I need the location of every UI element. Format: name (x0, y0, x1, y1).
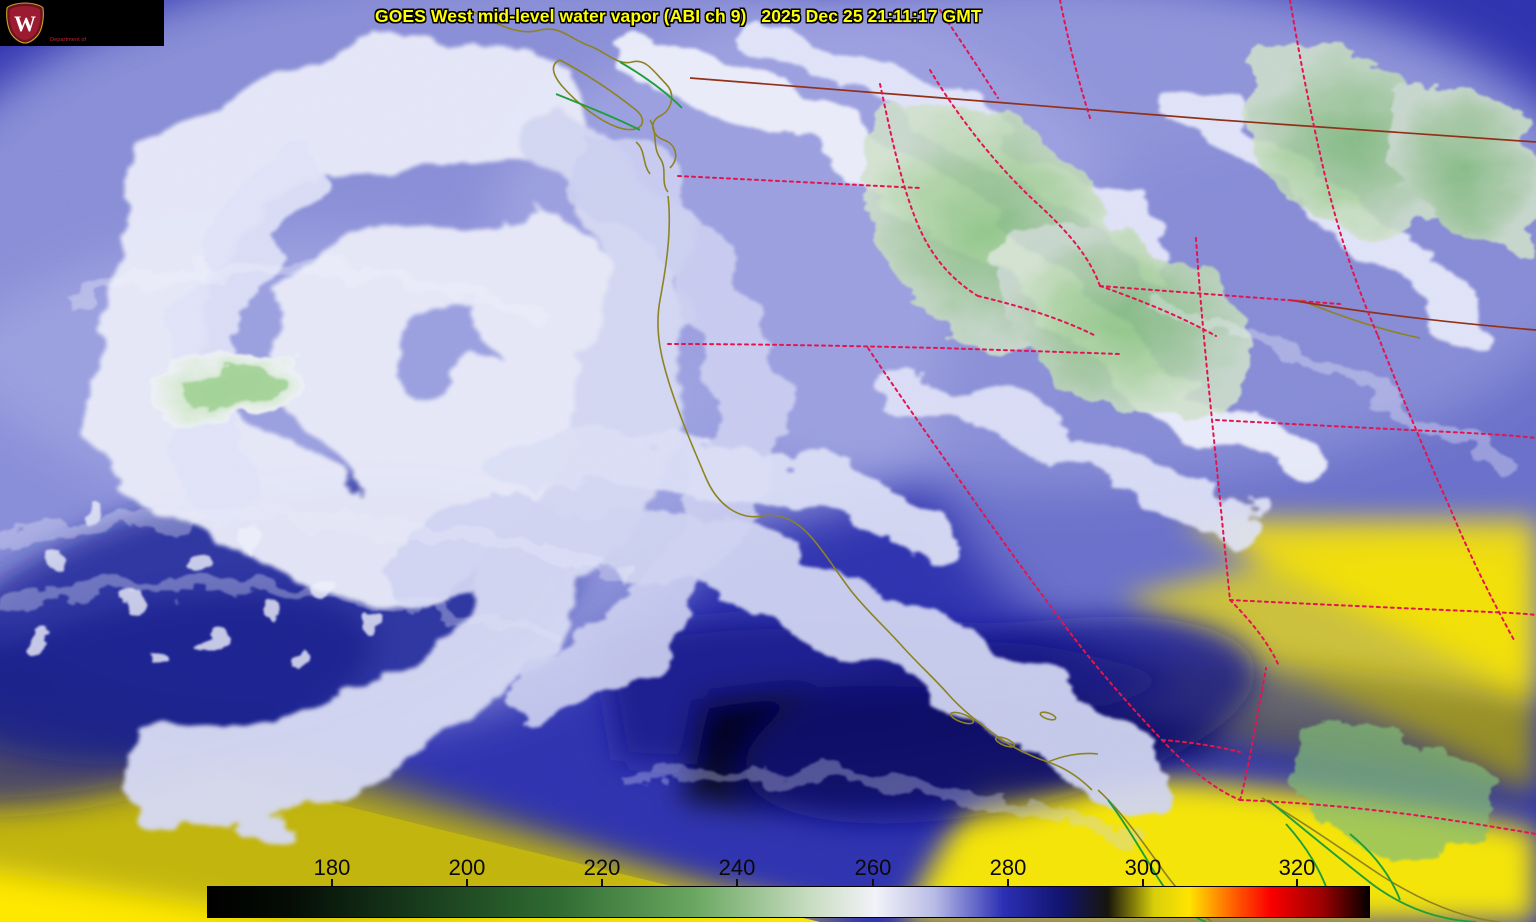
logo-department-text: Department of Atmospheric and Oceanic Sc… (50, 6, 164, 46)
crest-letter: W (14, 11, 36, 36)
colorbar-gradient (207, 886, 1370, 918)
colorbar (207, 886, 1370, 918)
uw-aos-logo: W Department of Atmospheric and Oceanic … (0, 0, 164, 46)
uw-crest-icon: W (6, 2, 44, 44)
page-title: GOES West mid-level water vapor (ABI ch … (375, 6, 982, 26)
logo-line-department: Department of (50, 37, 87, 43)
